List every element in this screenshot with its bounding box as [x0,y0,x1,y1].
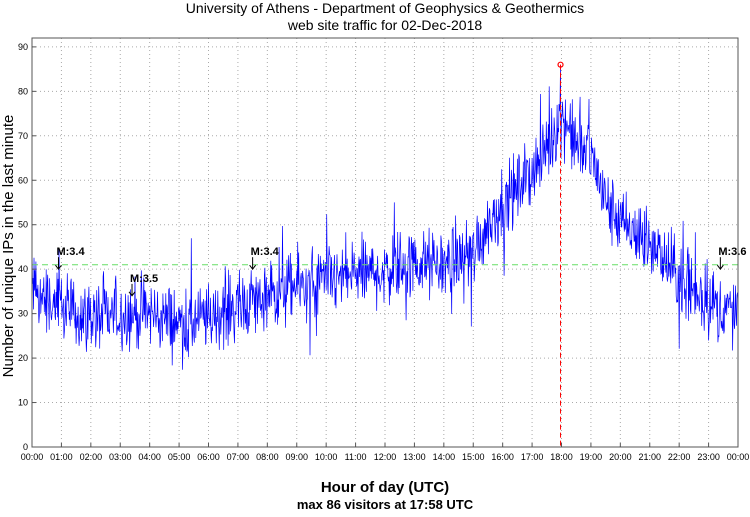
x-tick-label: 11:00 [345,452,367,462]
x-tick-label: 18:00 [550,452,573,462]
x-tick-label: 15:00 [462,452,485,462]
y-tick-label: 40 [18,264,28,274]
y-tick-label: 20 [18,353,28,363]
chart-title: University of Athens - Department of Geo… [186,0,584,16]
x-tick-label: 03:00 [109,452,132,462]
x-tick-label: 06:00 [197,452,220,462]
annotation-arrowhead [55,264,62,271]
annotation-arrowhead [716,264,724,271]
y-axis-label: Number of unique IPs in the last minute [0,115,17,378]
annotation-arrowhead [128,291,136,297]
y-tick-label: 60 [18,175,28,185]
x-tick-label: 00:00 [21,452,44,462]
y-tick-label: 50 [18,220,28,230]
x-tick-label: 17:00 [521,452,544,462]
x-tick-label: 01:00 [50,452,73,462]
x-tick-label: 08:00 [256,452,279,462]
x-tick-label: 10:00 [315,452,338,462]
x-tick-label: 02:00 [80,452,103,462]
x-tick-label: 00:00 [727,452,750,462]
y-tick-label: 0 [23,442,28,452]
x-tick-label: 22:00 [668,452,691,462]
y-tick-label: 70 [18,131,28,141]
magnitude-annotation: M:3.6 [718,246,746,258]
y-tick-label: 30 [18,309,28,319]
annotation-arrowhead [249,264,257,271]
magnitude-annotation: M:3.4 [251,246,280,258]
magnitude-annotation: M:3.5 [130,273,158,285]
y-tick-label: 10 [18,398,28,408]
x-tick-label: 07:00 [227,452,250,462]
magnitude-annotation: M:3.4 [56,246,85,258]
x-axis-label: Hour of day (UTC) [321,479,449,496]
x-tick-label: 09:00 [285,452,308,462]
x-tick-label: 04:00 [138,452,161,462]
x-tick-label: 05:00 [168,452,191,462]
max-marker [557,61,564,68]
x-tick-label: 19:00 [580,452,603,462]
y-tick-label: 80 [18,86,28,96]
x-tick-label: 12:00 [374,452,397,462]
chart-subtitle: web site traffic for 02-Dec-2018 [287,17,482,33]
x-tick-label: 23:00 [697,452,720,462]
traffic-series-line [31,64,739,370]
max-visitors-footer: max 86 visitors at 17:58 UTC [297,497,474,512]
x-tick-label: 16:00 [491,452,514,462]
x-tick-label: 13:00 [403,452,426,462]
x-tick-label: 14:00 [433,452,456,462]
y-tick-label: 90 [18,42,28,52]
x-tick-label: 21:00 [638,452,661,462]
x-tick-label: 20:00 [609,452,632,462]
